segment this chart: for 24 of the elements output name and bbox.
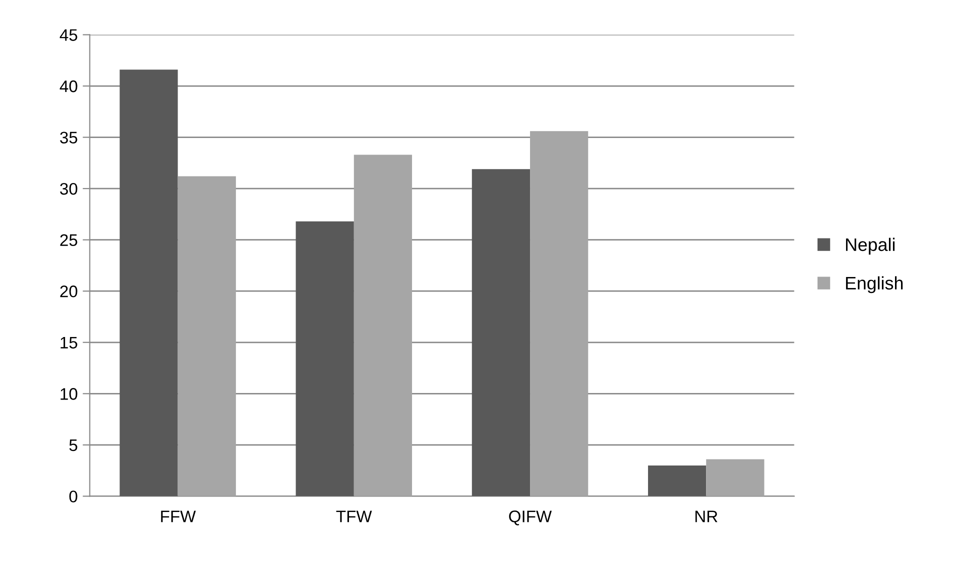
x-tick-label: TFW: [336, 510, 372, 522]
y-tick-label: 35: [60, 132, 78, 144]
y-tick-label: 40: [60, 80, 78, 92]
bar: [530, 131, 588, 496]
x-tick-label: NR: [695, 510, 718, 522]
legend-label: Nepali: [846, 238, 895, 255]
bar: [178, 176, 236, 496]
y-tick-label: 20: [60, 286, 78, 298]
y-tick-label: 15: [60, 336, 78, 349]
y-tick-label: 10: [60, 388, 78, 400]
x-tick-label: FFW: [161, 510, 196, 522]
bar: [648, 465, 706, 496]
y-tick-label: 30: [60, 182, 78, 195]
y-tick-label: 0: [69, 490, 78, 502]
y-tick-label: 45: [60, 29, 78, 41]
y-tick-label: 25: [60, 234, 78, 246]
x-tick-label: QIFW: [509, 510, 552, 526]
legend-label: English: [846, 276, 903, 294]
bar: [120, 70, 178, 496]
bar: [296, 221, 354, 496]
bar: [354, 154, 412, 496]
y-tick-label: 5: [69, 440, 78, 452]
bar: [472, 169, 530, 496]
bar: [706, 459, 764, 496]
